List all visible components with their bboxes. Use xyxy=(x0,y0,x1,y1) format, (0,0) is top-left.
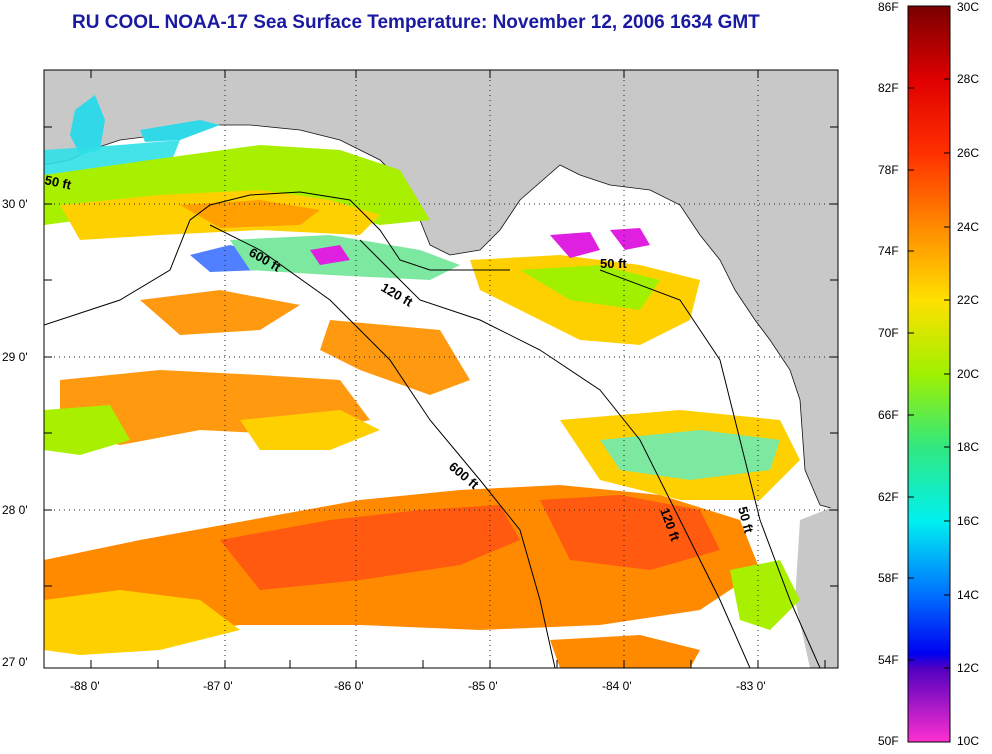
colorbar-label-f: 50F xyxy=(878,734,899,748)
y-tick-label: 28 0' xyxy=(2,503,28,517)
map-title: RU COOL NOAA-17 Sea Surface Temperature:… xyxy=(72,12,760,33)
colorbar-label-f: 86F xyxy=(878,0,899,14)
x-tick-label: -86 0' xyxy=(334,679,364,693)
mobile-bay xyxy=(70,95,105,155)
colorbar-label-f: 62F xyxy=(878,490,899,504)
sst-field xyxy=(44,140,800,668)
axis-ticks xyxy=(44,70,838,668)
colorbar-label-f: 58F xyxy=(878,571,899,585)
colorbar-label-f: 70F xyxy=(878,326,899,340)
colorbar-label-c: 16C xyxy=(957,514,980,528)
pensacola-bay xyxy=(140,120,220,142)
colorbar-label-f: 74F xyxy=(878,244,899,258)
x-tick-label: -87 0' xyxy=(203,679,233,693)
colorbar xyxy=(907,5,951,743)
contour-label-50ft-bigbend: 50 ft xyxy=(600,256,627,271)
x-tick-label: -84 0' xyxy=(602,679,632,693)
x-tick-label: -88 0' xyxy=(70,679,100,693)
colorbar-label-f: 78F xyxy=(878,163,899,177)
colorbar-label-c: 30C xyxy=(957,0,980,14)
colorbar-label-c: 22C xyxy=(957,293,980,307)
colorbar-label-c: 10C xyxy=(957,734,980,748)
y-tick-label: 27 0' xyxy=(2,655,28,669)
x-tick-label: -85 0' xyxy=(468,679,498,693)
colorbar-label-f: 66F xyxy=(878,408,899,422)
colorbar-label-c: 28C xyxy=(957,72,980,86)
y-tick-label: 29 0' xyxy=(2,350,28,364)
colorbar-label-c: 14C xyxy=(957,588,980,602)
colorbar-label-c: 24C xyxy=(957,220,980,234)
colorbar-label-f: 82F xyxy=(878,81,899,95)
colorbar-label-f: 54F xyxy=(878,653,899,667)
depth-contours xyxy=(44,191,821,668)
land-peninsula xyxy=(795,505,838,668)
colorbar-label-c: 12C xyxy=(957,661,980,675)
colorbar-ticks xyxy=(908,78,950,669)
y-tick-label: 30 0' xyxy=(2,197,28,211)
map-frame xyxy=(43,69,839,669)
colorbar-label-c: 20C xyxy=(957,367,980,381)
contour-label-50ft-south: 50 ft xyxy=(735,505,757,535)
colorbar-label-c: 26C xyxy=(957,146,980,160)
contour-label-50ft-west: 50 ft xyxy=(43,172,73,192)
x-tick-label: -83 0' xyxy=(736,679,766,693)
colorbar-label-c: 18C xyxy=(957,440,980,454)
